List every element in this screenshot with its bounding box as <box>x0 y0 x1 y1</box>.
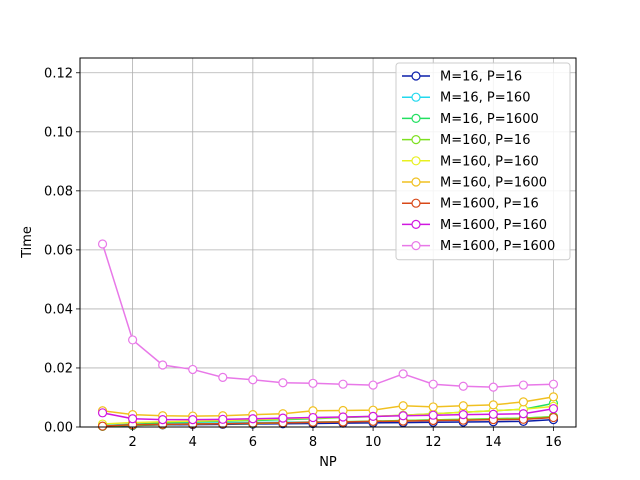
y-tick-label: 0.10 <box>44 125 73 140</box>
legend-entry: M=16, P=1600 <box>402 112 539 127</box>
series-5 <box>97 392 559 421</box>
data-point <box>518 397 528 407</box>
series-line <box>102 416 554 427</box>
data-point <box>188 364 198 375</box>
legend: M=16, P=16 M=16, P=160 M=16, P=1600 M=160, … <box>395 62 571 261</box>
x-tick-label: 14 <box>485 435 502 450</box>
y-tick-label: 0.08 <box>44 184 73 199</box>
legend-marker <box>411 92 421 102</box>
data-point <box>248 375 258 385</box>
legend-marker <box>411 156 421 166</box>
data-point <box>458 381 468 391</box>
data-point <box>188 415 198 425</box>
data-point <box>278 378 288 388</box>
data-point <box>338 412 348 422</box>
y-tick-label: 0.02 <box>44 361 73 376</box>
legend-label: M=1600, P=160 <box>440 218 547 233</box>
legend-entry: M=160, P=16 <box>402 133 530 148</box>
y-axis-ticks: 0.00 0.02 0.04 0.06 0.08 0.10 0.12 <box>44 66 80 436</box>
x-tick-label: 10 <box>365 435 382 450</box>
data-point <box>97 421 108 431</box>
series-layer <box>97 239 559 432</box>
legend-label: M=160, P=160 <box>440 154 539 169</box>
data-point <box>398 401 408 411</box>
data-point <box>548 379 559 389</box>
y-tick-label: 0.04 <box>44 302 73 317</box>
legend-label: M=16, P=1600 <box>440 112 539 127</box>
y-tick-label: 0.06 <box>44 243 73 258</box>
legend-entry: M=160, P=1600 <box>402 176 547 191</box>
x-tick-label: 8 <box>309 435 317 450</box>
legend-entry: M=160, P=160 <box>402 154 539 169</box>
data-point <box>518 380 528 390</box>
data-point <box>548 412 559 423</box>
data-point <box>158 415 168 425</box>
legend-marker <box>411 71 421 81</box>
legend-entry: M=1600, P=160 <box>402 218 547 233</box>
series-line <box>101 243 554 388</box>
data-point <box>398 411 408 421</box>
data-point <box>488 400 498 410</box>
series-line <box>102 396 554 417</box>
data-point <box>308 412 318 423</box>
data-point <box>428 410 438 420</box>
data-point <box>548 392 559 402</box>
y-tick-label: 0.12 <box>44 66 73 81</box>
legend-label: M=16, P=16 <box>440 70 522 85</box>
data-point <box>97 239 108 249</box>
data-point <box>368 411 378 421</box>
x-tick-label: 16 <box>545 435 562 450</box>
data-point <box>308 378 318 388</box>
legend-label: M=1600, P=16 <box>440 197 539 212</box>
data-point <box>278 413 288 423</box>
legend-marker <box>411 113 421 124</box>
data-point <box>548 404 559 414</box>
legend-label: M=160, P=1600 <box>440 176 547 191</box>
legend-entry: M=1600, P=1600 <box>402 239 555 254</box>
legend-label: M=16, P=160 <box>440 91 530 106</box>
legend-marker <box>411 219 421 229</box>
data-point <box>428 379 438 389</box>
data-point <box>368 380 378 390</box>
data-point <box>158 360 168 370</box>
data-point <box>128 335 138 345</box>
data-point <box>458 410 468 420</box>
legend-label: M=160, P=16 <box>440 133 530 148</box>
x-axis-ticks: 2 4 6 8 10 12 14 16 <box>128 427 562 450</box>
data-point <box>398 369 408 379</box>
series-line <box>102 407 554 421</box>
data-point <box>218 414 228 424</box>
x-tick-label: 12 <box>425 435 442 450</box>
legend-entry: M=16, P=160 <box>402 91 530 106</box>
data-point <box>97 408 108 418</box>
x-tick-label: 4 <box>189 435 197 450</box>
legend-marker <box>411 177 421 187</box>
data-point <box>128 414 138 424</box>
data-point <box>428 402 438 412</box>
series-7 <box>97 404 559 425</box>
plot-frame <box>79 57 577 428</box>
legend-box <box>395 62 571 261</box>
data-point <box>338 379 348 389</box>
legend-label: M=1600, P=1600 <box>440 239 555 254</box>
data-point <box>518 409 528 419</box>
y-axis-label: Time <box>20 226 35 259</box>
legend-marker <box>411 135 421 145</box>
data-point <box>248 414 258 424</box>
y-tick-label: 0.00 <box>44 421 73 436</box>
legend-entry: M=1600, P=16 <box>402 197 539 212</box>
x-tick-label: 2 <box>128 435 136 450</box>
data-point <box>218 372 228 383</box>
x-axis-label: NP <box>319 455 337 470</box>
legend-marker <box>411 241 421 251</box>
legend-entry: M=16, P=16 <box>402 70 522 85</box>
data-point <box>488 382 498 392</box>
data-point <box>458 401 468 411</box>
data-point <box>488 409 498 419</box>
legend-marker <box>411 198 421 208</box>
series-8 <box>97 239 559 392</box>
x-tick-label: 6 <box>249 435 257 450</box>
